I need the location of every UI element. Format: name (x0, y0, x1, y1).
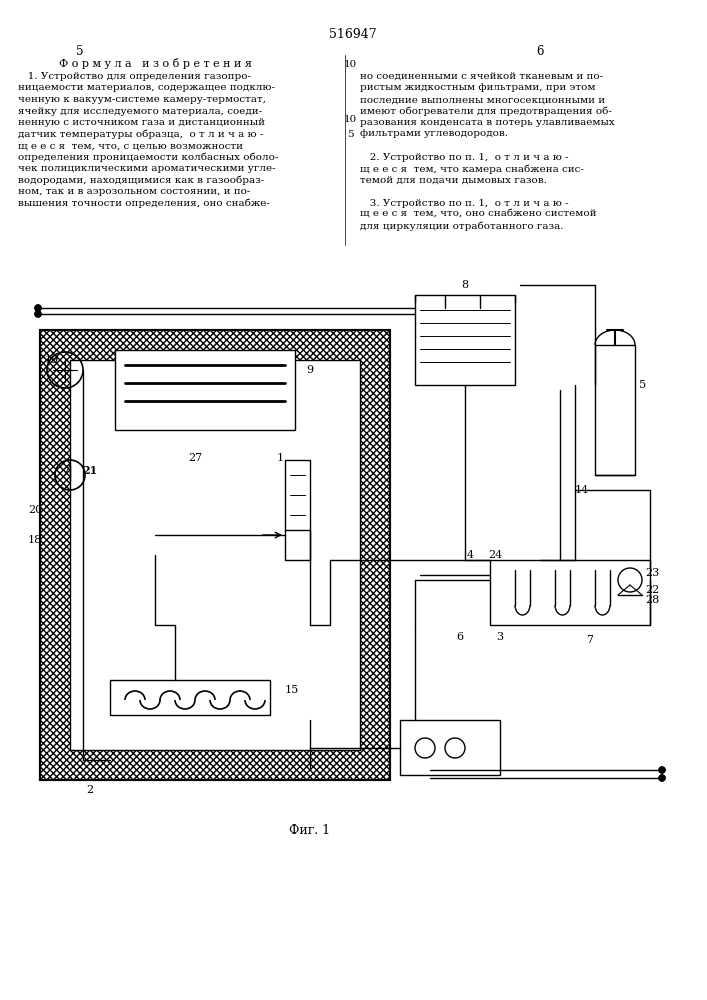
Bar (415, 295, 515, 385)
Bar (110, 680, 270, 715)
Bar (70, 360, 360, 750)
Text: 5: 5 (76, 45, 83, 58)
Bar (40, 330, 390, 780)
Text: 7: 7 (587, 635, 593, 645)
Text: водородами, находящимися как в газообраз-: водородами, находящимися как в газообраз… (18, 176, 264, 185)
Text: 15: 15 (285, 685, 299, 695)
Text: ченную к вакуум-системе камеру-термостат,: ченную к вакуум-системе камеру-термостат… (18, 95, 266, 104)
Text: 8: 8 (462, 280, 469, 290)
Text: 9: 9 (306, 365, 314, 375)
Text: щ е е с я  тем, что, оно снабжено системой: щ е е с я тем, что, оно снабжено системо… (360, 210, 597, 219)
Circle shape (35, 311, 41, 317)
Text: 10: 10 (344, 60, 356, 69)
Text: последние выполнены многосекционными и: последние выполнены многосекционными и (360, 95, 605, 104)
Text: 6: 6 (457, 632, 464, 642)
Text: ницаемости материалов, содержащее подклю-: ницаемости материалов, содержащее подклю… (18, 84, 275, 93)
Text: 10: 10 (344, 115, 356, 124)
Bar (115, 350, 295, 430)
Circle shape (35, 305, 41, 311)
Text: 5: 5 (639, 380, 647, 390)
Bar (400, 720, 500, 775)
Text: 4: 4 (467, 550, 474, 560)
Text: 1. Устройство для определения газопро-: 1. Устройство для определения газопро- (18, 72, 251, 81)
Text: имеют обогреватели для предотвращения об-: имеют обогреватели для предотвращения об… (360, 106, 612, 116)
Bar (40, 330, 390, 780)
Text: Фиг. 1: Фиг. 1 (289, 824, 331, 836)
Text: 2: 2 (86, 785, 93, 795)
Text: 22: 22 (645, 585, 659, 595)
Text: датчик температуры образца,  о т л и ч а ю -: датчик температуры образца, о т л и ч а … (18, 129, 264, 139)
Circle shape (659, 775, 665, 781)
Text: 24: 24 (488, 550, 502, 560)
Text: 5: 5 (346, 130, 354, 139)
Text: чек полициклическими ароматическими угле-: чек полициклическими ароматическими угле… (18, 164, 276, 173)
Text: 516947: 516947 (329, 28, 377, 41)
Text: 18: 18 (28, 535, 42, 545)
Bar (595, 345, 635, 475)
Text: 2. Устройство по п. 1,  о т л и ч а ю -: 2. Устройство по п. 1, о т л и ч а ю - (360, 152, 568, 161)
Text: разования конденсата в потерь улавливаемых: разования конденсата в потерь улавливаем… (360, 118, 615, 127)
Bar (490, 560, 650, 625)
Text: фильтрами углеводородов.: фильтрами углеводородов. (360, 129, 508, 138)
Circle shape (659, 767, 665, 773)
Text: 28: 28 (645, 595, 659, 605)
Text: темой для подачи дымовых газов.: темой для подачи дымовых газов. (360, 176, 547, 184)
Text: вышения точности определения, оно снабже-: вышения точности определения, оно снабже… (18, 198, 270, 208)
Text: щ е е с я  тем, что, с целью возможности: щ е е с я тем, что, с целью возможности (18, 141, 243, 150)
Text: для циркуляции отработанного газа.: для циркуляции отработанного газа. (360, 222, 563, 231)
Text: 27: 27 (188, 453, 202, 463)
Text: ристым жидкостным фильтрами, при этом: ристым жидкостным фильтрами, при этом (360, 84, 595, 93)
Text: 23: 23 (645, 568, 659, 578)
Text: Ф о р м у л а   и з о б р е т е н и я: Ф о р м у л а и з о б р е т е н и я (59, 58, 252, 69)
Text: 19: 19 (45, 355, 59, 365)
Text: 3: 3 (496, 632, 503, 642)
Text: 1: 1 (276, 453, 284, 463)
Bar (285, 460, 310, 530)
Text: ном, так и в аэрозольном состоянии, и по-: ном, так и в аэрозольном состоянии, и по… (18, 187, 250, 196)
Text: ячейку для исследуемого материала, соеди-: ячейку для исследуемого материала, соеди… (18, 106, 262, 115)
Text: но соединенными с ячейкой тканевым и по-: но соединенными с ячейкой тканевым и по- (360, 72, 603, 81)
Text: 6: 6 (536, 45, 544, 58)
Text: 21: 21 (82, 464, 98, 476)
Text: щ е е с я  тем, что камера снабжена сис-: щ е е с я тем, что камера снабжена сис- (360, 164, 584, 174)
Text: 20: 20 (28, 505, 42, 515)
Text: 14: 14 (575, 485, 589, 495)
Text: 3. Устройство по п. 1,  о т л и ч а ю -: 3. Устройство по п. 1, о т л и ч а ю - (360, 198, 568, 208)
Text: ненную с источником газа и дистанционный: ненную с источником газа и дистанционный (18, 118, 265, 127)
Text: определения проницаемости колбасных оболо-: определения проницаемости колбасных обол… (18, 152, 279, 162)
